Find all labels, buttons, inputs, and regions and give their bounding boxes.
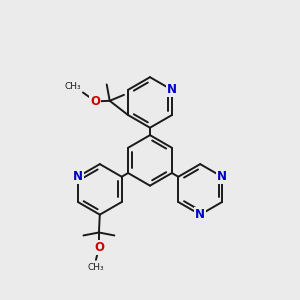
Text: O: O xyxy=(90,95,100,108)
Text: N: N xyxy=(73,170,83,183)
Text: CH₃: CH₃ xyxy=(88,263,104,272)
Text: N: N xyxy=(217,170,227,183)
Text: CH₃: CH₃ xyxy=(65,82,82,91)
Text: N: N xyxy=(195,208,205,221)
Text: N: N xyxy=(167,83,177,96)
Text: O: O xyxy=(94,242,104,254)
